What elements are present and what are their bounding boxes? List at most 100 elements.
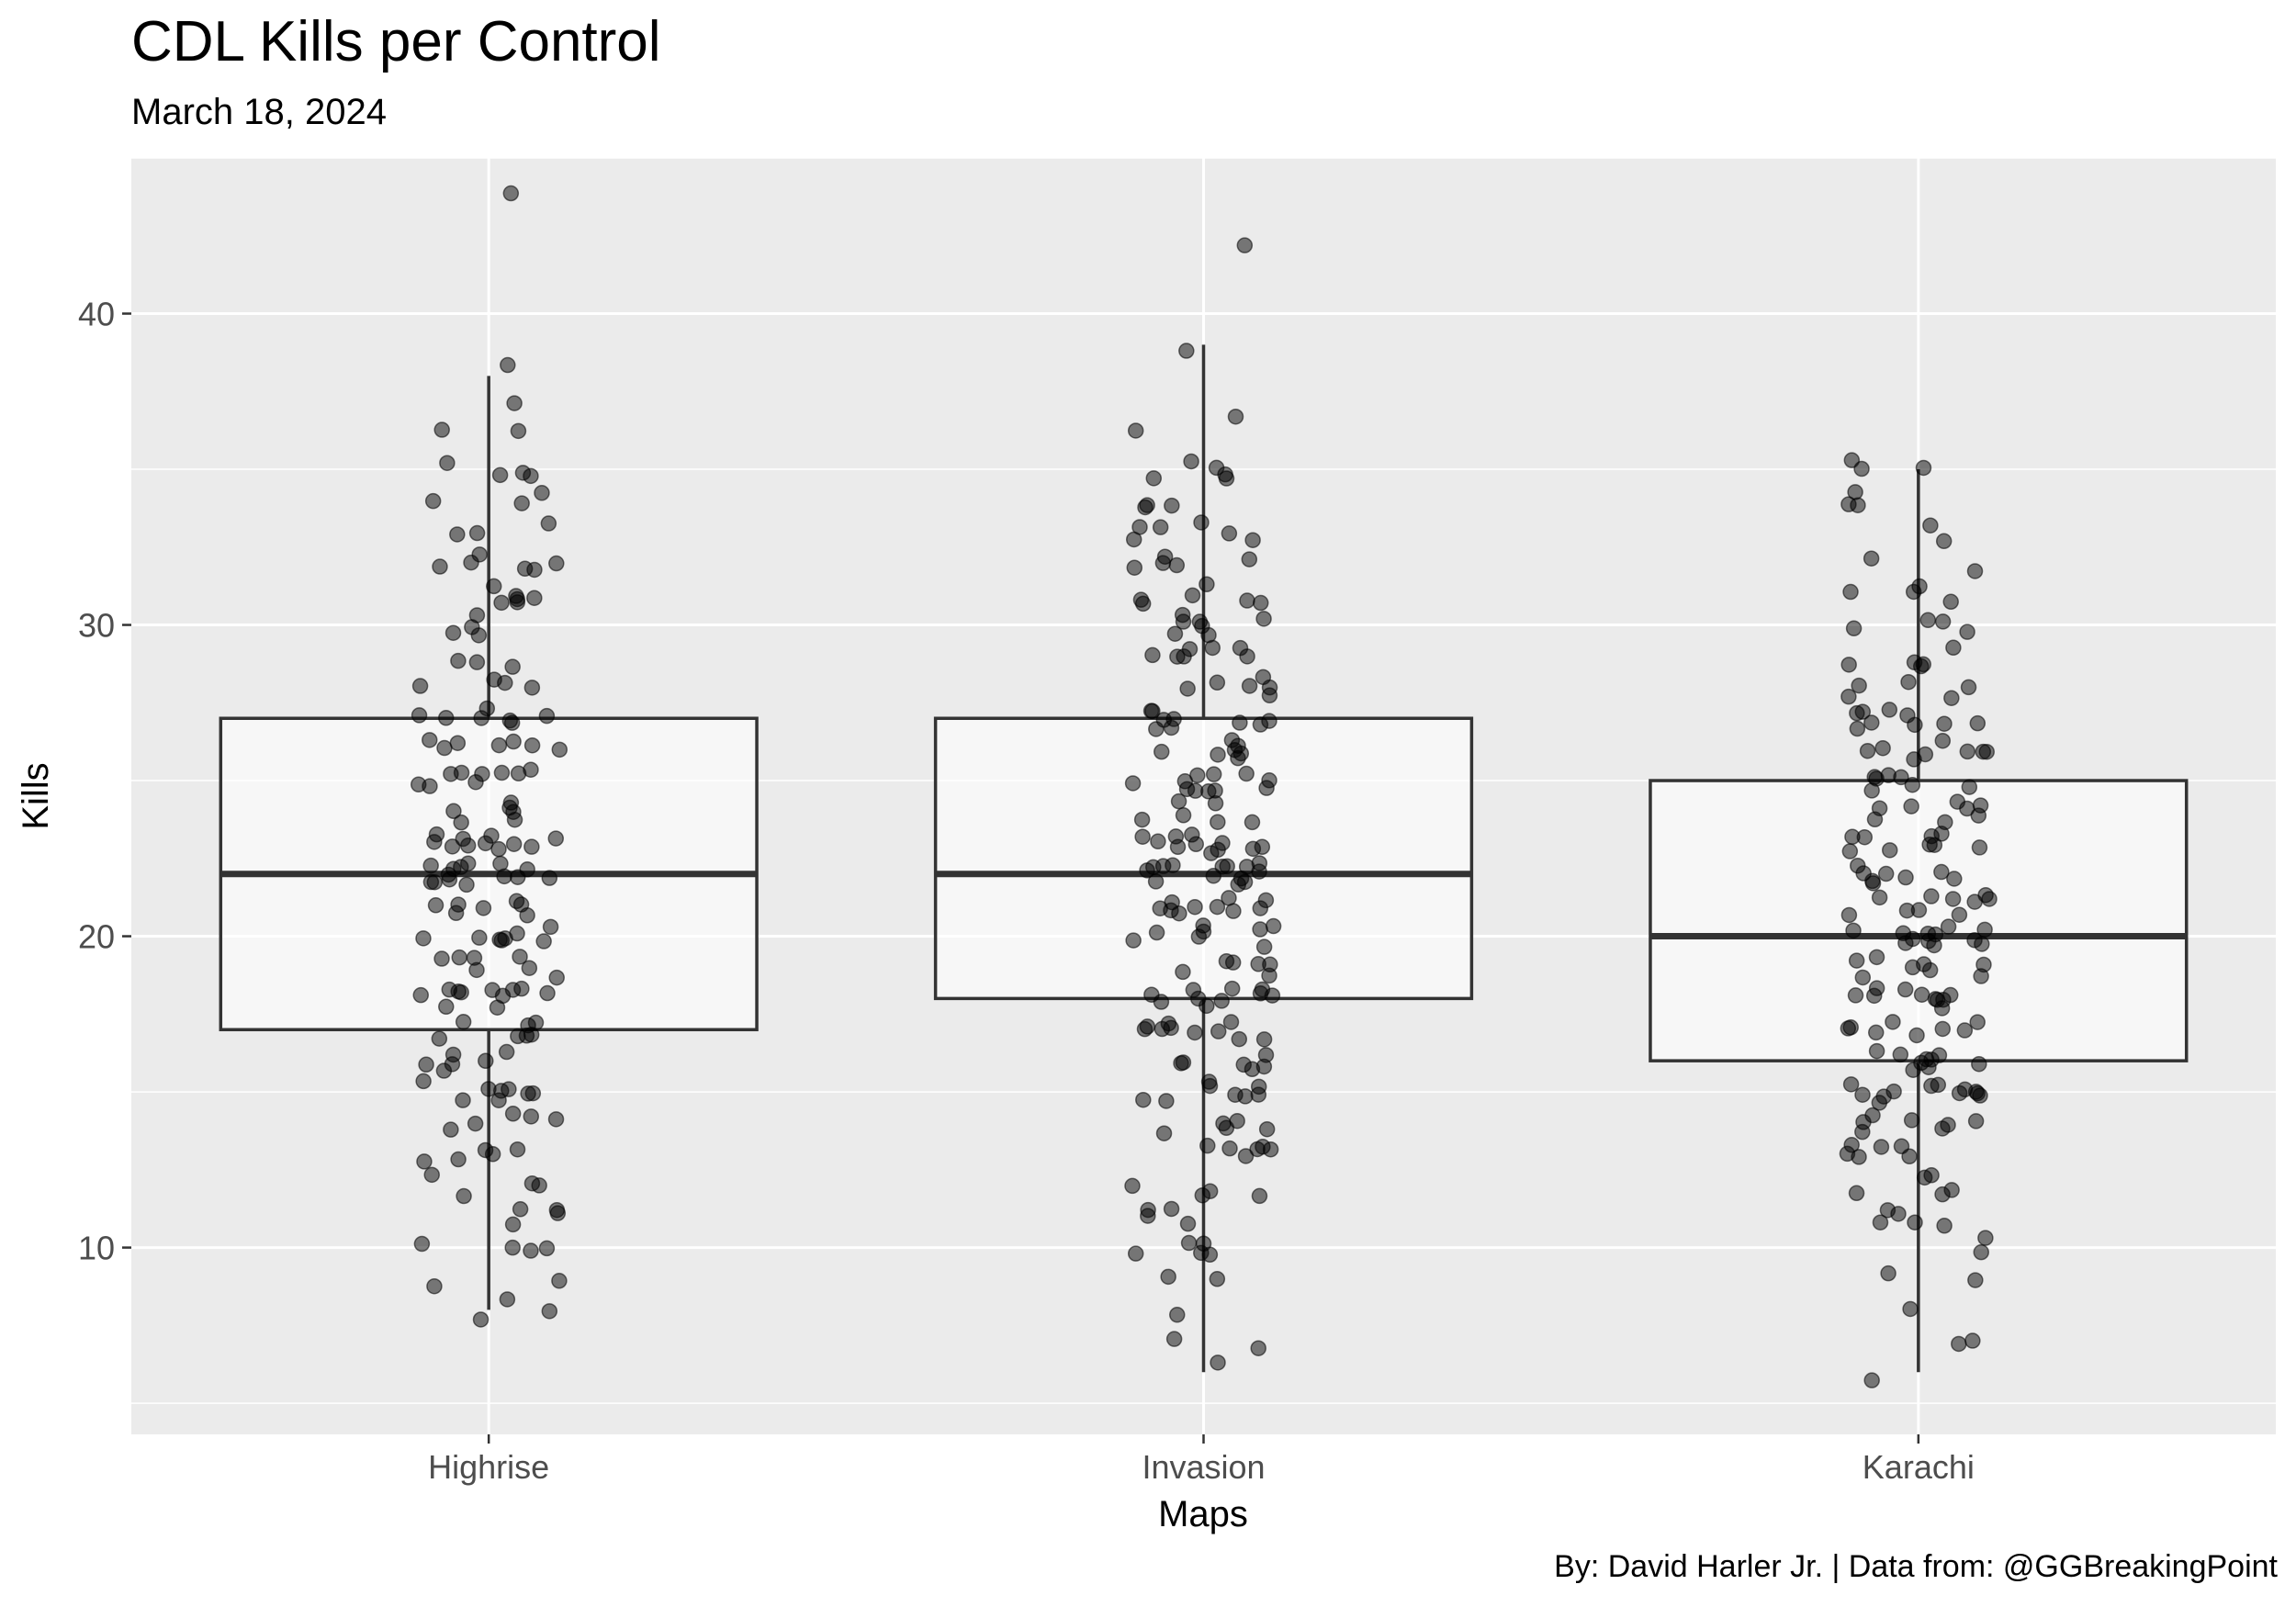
data-point: [426, 873, 444, 891]
data-point: [1199, 576, 1215, 593]
data-point: [449, 526, 466, 543]
data-point: [1918, 1051, 1935, 1068]
data-point: [1156, 548, 1174, 565]
chart-caption: By: David Harler Jr. | Data from: @GGBre…: [1554, 1549, 2278, 1584]
data-point: [541, 1303, 558, 1320]
data-point: [433, 950, 450, 967]
data-point: [1179, 680, 1196, 697]
data-point: [1964, 1332, 1981, 1349]
data-point: [1977, 886, 1994, 904]
data-point: [1255, 611, 1272, 627]
data-point: [1127, 422, 1144, 439]
data-point: [1166, 625, 1184, 642]
data-point: [445, 803, 462, 820]
data-point: [1923, 888, 1940, 905]
data-point: [508, 893, 525, 910]
data-point: [506, 811, 523, 828]
data-point: [467, 1115, 484, 1132]
data-point: [1184, 587, 1201, 604]
data-point: [1900, 673, 1917, 691]
data-point: [1943, 690, 1960, 706]
data-point: [1187, 898, 1203, 916]
data-point: [418, 1056, 434, 1073]
data-point: [1934, 1186, 1951, 1203]
data-point: [1854, 1086, 1871, 1103]
data-point: [1255, 669, 1272, 686]
data-point: [1971, 839, 1988, 856]
data-point: [437, 710, 455, 726]
data-point: [1895, 925, 1912, 942]
data-point: [1261, 713, 1277, 729]
data-point: [1254, 981, 1271, 998]
data-point: [1977, 1230, 1994, 1246]
data-point: [412, 986, 429, 1004]
data-point: [1849, 720, 1866, 737]
data-point: [443, 1121, 459, 1138]
data-point: [1850, 857, 1866, 874]
data-point: [445, 1046, 462, 1063]
chart-subtitle: March 18, 2024: [131, 92, 387, 132]
data-point: [1881, 702, 1898, 718]
data-point: [1845, 620, 1863, 637]
data-point: [1262, 956, 1278, 973]
data-point: [1218, 470, 1235, 487]
data-point: [510, 422, 527, 440]
data-point: [1244, 840, 1262, 858]
data-point: [1848, 1185, 1865, 1202]
data-point: [449, 735, 467, 751]
data-point: [551, 1273, 568, 1289]
data-point: [1915, 459, 1932, 477]
data-point: [1842, 583, 1859, 601]
data-point: [1916, 1169, 1933, 1186]
data-point: [1257, 892, 1275, 909]
data-point: [1970, 807, 1987, 824]
data-point: [549, 1205, 567, 1221]
data-point: [1911, 578, 1928, 595]
data-point: [538, 1240, 556, 1257]
data-point: [1209, 674, 1226, 691]
data-point: [1840, 688, 1857, 705]
data-point: [1152, 519, 1169, 535]
data-point: [491, 466, 509, 484]
data-point: [447, 905, 465, 922]
data-point: [1881, 842, 1898, 859]
data-point: [498, 1043, 515, 1061]
data-point: [1845, 922, 1862, 939]
data-point: [535, 933, 552, 950]
data-point: [1951, 1084, 1968, 1102]
data-point: [523, 680, 541, 696]
data-point: [1934, 1020, 1952, 1038]
data-point: [1175, 963, 1191, 981]
data-point: [506, 395, 523, 411]
data-point: [523, 761, 539, 778]
data-point: [512, 1201, 529, 1218]
data-point: [1908, 1027, 1925, 1044]
data-point: [523, 736, 541, 754]
data-point: [1210, 814, 1226, 830]
data-point: [468, 607, 486, 624]
data-point: [1951, 906, 1968, 923]
data-point: [1205, 766, 1222, 782]
data-point: [445, 624, 462, 641]
data-point: [1187, 836, 1205, 853]
data-point: [1903, 798, 1919, 815]
data-point: [1147, 873, 1165, 890]
data-point: [1209, 898, 1226, 916]
data-point: [534, 485, 550, 501]
data-point: [1237, 1148, 1255, 1164]
data-point: [1934, 613, 1952, 630]
data-point: [1221, 525, 1238, 542]
data-point: [512, 949, 528, 965]
data-point: [1255, 1031, 1273, 1048]
data-point: [1153, 743, 1170, 760]
data-point: [540, 515, 557, 532]
data-point: [1249, 1141, 1266, 1158]
data-point: [520, 1085, 536, 1102]
data-point: [1230, 749, 1246, 767]
data-point: [1251, 1187, 1268, 1205]
data-point: [1927, 926, 1944, 943]
data-point: [433, 421, 450, 438]
data-point: [1868, 949, 1885, 966]
data-point: [1191, 613, 1209, 630]
